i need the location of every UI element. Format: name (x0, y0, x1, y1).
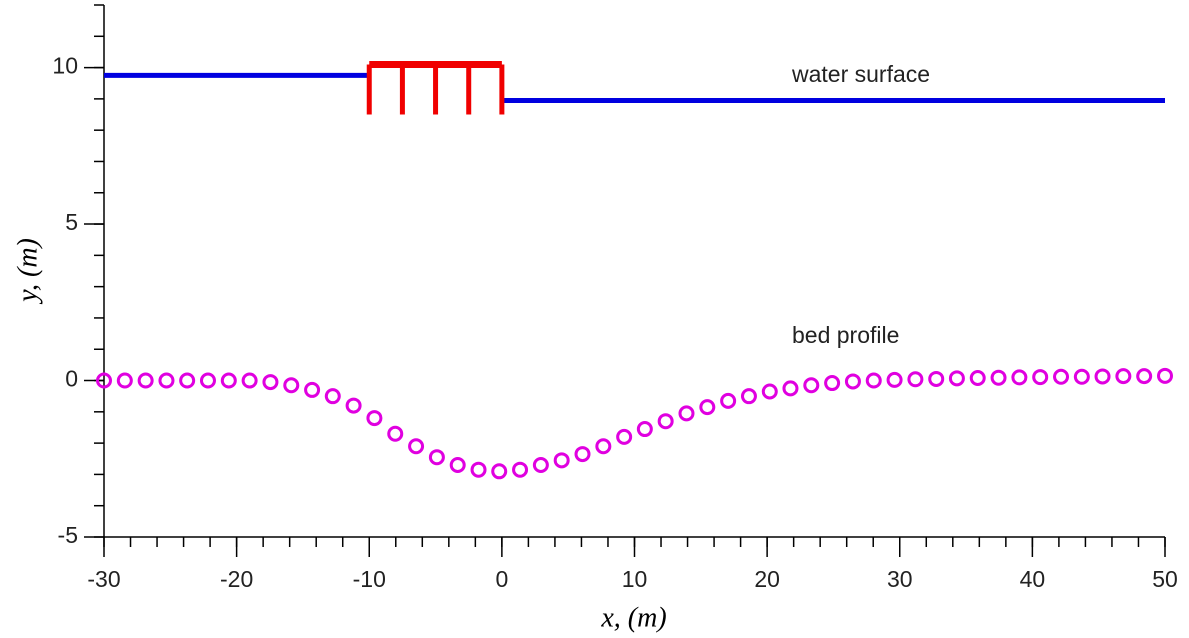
x-tick-label: 10 (622, 566, 648, 592)
bed-point (657, 413, 674, 430)
bed-point (678, 405, 695, 422)
bed-point (262, 374, 279, 391)
bed-point (761, 383, 778, 400)
bed-point (491, 463, 508, 480)
bed-point (241, 372, 258, 389)
y-tick-label: 0 (65, 366, 78, 392)
bed-point (532, 457, 549, 474)
y-tick-label: 10 (52, 53, 78, 79)
bed-point (553, 452, 570, 469)
bed-point (969, 370, 986, 387)
x-tick-label: 50 (1152, 566, 1178, 592)
bed-point (990, 369, 1007, 386)
x-tick-label: -30 (87, 566, 120, 592)
annotation: water surface (791, 61, 930, 87)
bed-point (179, 372, 196, 389)
bed-point (324, 388, 341, 405)
bed-point (345, 397, 362, 414)
bed-point (720, 392, 737, 409)
bed-point (304, 381, 321, 398)
bed-point (616, 428, 633, 445)
bed-point (366, 410, 383, 427)
bed-point (636, 421, 653, 438)
bed-point (907, 371, 924, 388)
y-axis-label: y, (m) (12, 238, 43, 305)
bed-point (283, 377, 300, 394)
bed-point (595, 438, 612, 455)
y-tick-label: 5 (65, 209, 78, 235)
bed-point (116, 372, 133, 389)
bed-point (782, 380, 799, 397)
annotation: bed profile (792, 322, 899, 348)
x-tick-label: 30 (887, 566, 913, 592)
bed-point (470, 461, 487, 478)
x-tick-label: 0 (495, 566, 508, 592)
bed-point (1136, 368, 1153, 385)
bed-point (158, 372, 175, 389)
bed-point (928, 370, 945, 387)
bed-point (803, 377, 820, 394)
bed-point (1094, 368, 1111, 385)
x-tick-label: 40 (1020, 566, 1046, 592)
bed-point (1157, 367, 1173, 384)
x-tick-label: -10 (353, 566, 386, 592)
y-tick-label: -5 (58, 522, 78, 548)
bed-point (428, 449, 445, 466)
bed-point (1115, 368, 1132, 385)
bed-point (1011, 369, 1028, 386)
bed-point (220, 372, 237, 389)
bed-point (96, 372, 112, 389)
bed-point (865, 372, 882, 389)
bed-point (699, 399, 716, 416)
bed-point (824, 375, 841, 392)
bed-point (1073, 368, 1090, 385)
x-tick-label: 20 (754, 566, 780, 592)
x-axis-label: x, (m) (600, 602, 666, 633)
bed-point (199, 372, 216, 389)
bed-point (740, 388, 757, 405)
bed-point (449, 457, 466, 474)
bed-point (1053, 368, 1070, 385)
bed-point (948, 370, 965, 387)
bed-point (574, 446, 591, 463)
bed-point (387, 425, 404, 442)
bed-point (886, 371, 903, 388)
bed-point (137, 372, 154, 389)
bed-point (1032, 369, 1049, 386)
x-tick-label: -20 (220, 566, 253, 592)
bed-point (512, 461, 529, 478)
bed-point (408, 438, 425, 455)
bed-point (844, 373, 861, 390)
